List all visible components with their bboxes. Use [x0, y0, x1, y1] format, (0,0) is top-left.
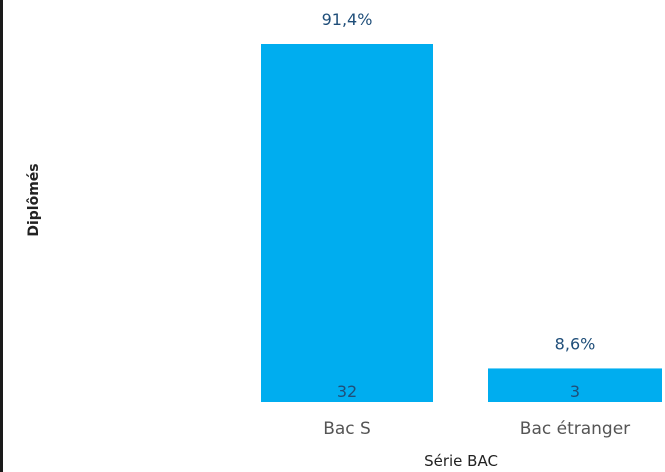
bars-group — [261, 44, 662, 402]
percent-label-1: 8,6% — [555, 334, 596, 353]
value-label-1: 3 — [570, 382, 580, 401]
x-axis-label: Série BAC — [424, 452, 498, 470]
category-label-0: Bac S — [323, 419, 371, 439]
category-label-1: Bac étranger — [520, 419, 630, 439]
y-axis-label: Diplômés — [26, 163, 42, 236]
labels-group: 91,4% 32 Bac S 8,6% 3 Bac étranger — [322, 10, 631, 439]
percent-label-0: 91,4% — [322, 10, 373, 29]
value-label-0: 32 — [337, 382, 357, 401]
left-frame-border — [0, 0, 3, 472]
bar-0 — [261, 44, 433, 402]
bar-1 — [488, 368, 662, 402]
